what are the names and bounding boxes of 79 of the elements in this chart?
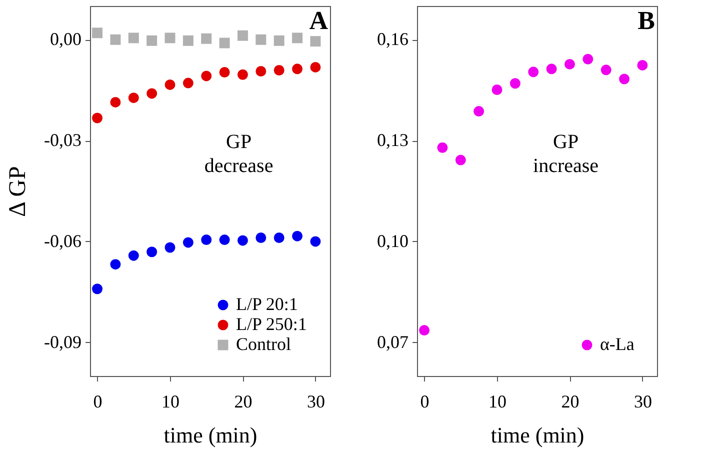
x-tick-label: 30 (306, 392, 325, 412)
point (274, 35, 284, 46)
point (292, 32, 303, 44)
x-tick-label: 20 (561, 392, 580, 412)
point (128, 250, 139, 261)
point (510, 78, 520, 89)
point (164, 32, 176, 44)
point (146, 246, 158, 258)
legend-label: Control (236, 334, 292, 354)
point (146, 35, 158, 46)
point (474, 106, 484, 117)
y-tick-label: -0,03 (44, 130, 82, 150)
point (182, 78, 194, 88)
point (256, 66, 266, 76)
point (274, 65, 284, 76)
annotation: A (309, 6, 328, 35)
point (219, 67, 230, 78)
x-tick-label: 0 (420, 392, 430, 412)
annotation: GP increase (533, 130, 599, 177)
x-axis-title: time (min) (164, 422, 258, 448)
x-tick-label: 10 (488, 392, 506, 412)
point (110, 34, 121, 45)
point (564, 58, 575, 70)
x-tick-label: 30 (634, 392, 652, 412)
point (164, 79, 176, 90)
legend-label: L/P 250:1 (236, 314, 307, 334)
x-tick-label: 10 (162, 392, 180, 412)
legend-label: L/P 20:1 (236, 294, 298, 314)
point (582, 54, 594, 64)
x-tick-label: 20 (234, 392, 252, 412)
point (219, 234, 230, 246)
y-tick-label: -0,09 (44, 332, 82, 352)
y-tick-label: 0,00 (50, 29, 82, 50)
y-tick-label: 0,10 (377, 230, 408, 251)
point (237, 30, 248, 41)
point (201, 33, 212, 44)
point (182, 237, 194, 248)
point (92, 112, 103, 124)
y-axis-title: Δ GP (5, 166, 32, 217)
point (292, 230, 303, 242)
point (201, 70, 212, 82)
point (637, 60, 648, 70)
point (256, 232, 266, 243)
point (600, 64, 612, 76)
point (92, 284, 103, 294)
point (419, 325, 430, 336)
point (619, 74, 630, 84)
point (110, 259, 121, 270)
point (492, 84, 502, 95)
legend-label: α-La (600, 334, 634, 354)
point (310, 236, 321, 247)
point (256, 34, 266, 45)
y-tick-label: -0,06 (44, 230, 82, 251)
annotation: B (638, 6, 655, 35)
point (237, 235, 248, 246)
point (546, 64, 557, 74)
y-tick-label: 0,07 (377, 332, 408, 352)
point (528, 66, 539, 78)
x-axis-title: time (min) (490, 422, 584, 448)
point (92, 28, 103, 38)
annotation: GP decrease (204, 130, 274, 177)
x-tick-label: 0 (93, 392, 102, 412)
point (128, 32, 139, 44)
point (219, 38, 230, 48)
point (437, 142, 448, 153)
point (310, 62, 321, 72)
point (274, 232, 284, 243)
point (182, 35, 194, 46)
point (201, 234, 212, 246)
point (164, 242, 176, 253)
point (455, 154, 466, 166)
point (146, 88, 158, 99)
point (110, 96, 121, 108)
point (237, 69, 248, 80)
y-tick-label: 0,13 (377, 130, 408, 150)
point (310, 36, 321, 47)
point (292, 64, 303, 74)
y-tick-label: 0,16 (377, 29, 408, 50)
point (128, 92, 139, 104)
